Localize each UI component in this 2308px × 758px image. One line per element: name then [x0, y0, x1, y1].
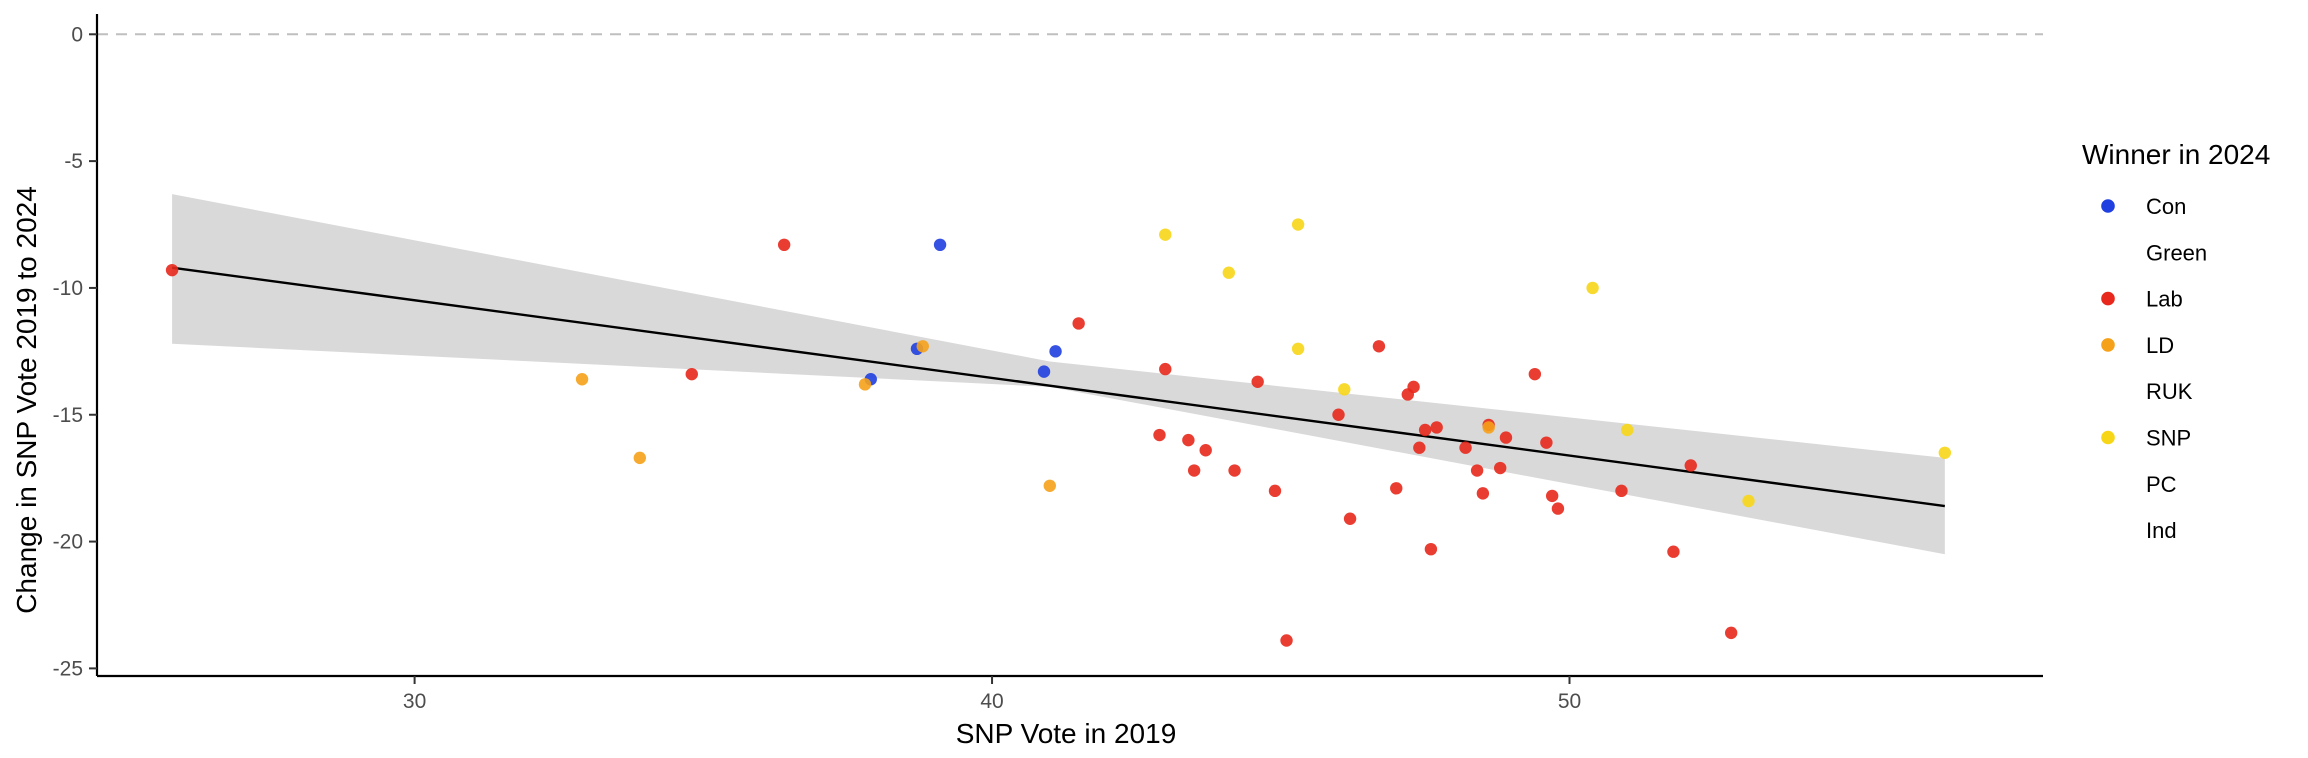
point-lab [1470, 464, 1484, 477]
point-snp [1338, 383, 1351, 396]
y-tick-label: -20 [53, 531, 83, 554]
legend-key-lab [2101, 291, 2115, 306]
point-snp [1742, 494, 1755, 508]
point-snp [1938, 446, 1952, 459]
points-layer [165, 218, 1952, 647]
point-lab [1540, 436, 1553, 449]
point-lab [1424, 542, 1438, 556]
point-snp [1586, 281, 1599, 295]
point-snp [1159, 228, 1172, 241]
axes-layer: 0 -5 -10 -15 -20 -25 30 40 50 [53, 14, 2043, 713]
point-lab [1268, 484, 1282, 498]
point-lab [1251, 375, 1264, 388]
point-snp [1621, 423, 1634, 437]
point-lab [1228, 464, 1241, 477]
legend-key-snp [2101, 430, 2115, 445]
point-lab [1430, 421, 1443, 434]
point-lab [1153, 428, 1166, 442]
point-lab [1280, 634, 1293, 647]
point-lab [685, 367, 698, 381]
point-lab [1684, 459, 1697, 472]
point-lab [1199, 444, 1212, 457]
legend-label-ruk: RUK [2146, 379, 2193, 404]
point-snp [1291, 342, 1305, 356]
legend-label-ind: Ind [2146, 518, 2177, 543]
y-tick-label: -5 [64, 150, 83, 173]
legend-label-snp: SNP [2146, 426, 2191, 451]
point-lab [1528, 367, 1542, 381]
point-lab [1551, 502, 1565, 515]
y-tick-label: -15 [53, 404, 83, 427]
point-lab [1545, 489, 1559, 503]
legend-label-lab: Lab [2146, 287, 2183, 312]
point-lab [1493, 461, 1507, 475]
y-tick-label: -10 [53, 277, 83, 300]
point-lab [1418, 423, 1432, 437]
x-axis-title: SNP Vote in 2019 [956, 718, 1177, 749]
y-tick-label: 0 [71, 23, 83, 46]
x-tick-label: 30 [403, 690, 426, 713]
point-con [933, 238, 947, 252]
point-ld [575, 373, 589, 386]
point-lab [777, 238, 791, 252]
point-con [1037, 365, 1051, 378]
point-snp [1291, 218, 1305, 231]
trend-line-layer [171, 266, 1945, 508]
point-lab [1390, 482, 1403, 495]
point-lab [1615, 484, 1628, 498]
point-lab [1332, 408, 1345, 421]
legend-label-pc: PC [2146, 472, 2177, 497]
point-ld [916, 340, 929, 353]
legend-label-con: Con [2146, 194, 2186, 219]
point-lab [1182, 433, 1195, 447]
legend-title: Winner in 2024 [2082, 139, 2270, 170]
legend-key-ld [2101, 338, 2115, 352]
point-lab [165, 263, 179, 277]
point-lab [1476, 487, 1490, 500]
point-lab [1724, 626, 1738, 640]
point-ld [1043, 479, 1056, 492]
point-lab [1072, 317, 1085, 330]
point-con [1049, 345, 1062, 358]
point-lab [1459, 441, 1472, 454]
point-snp [1222, 266, 1235, 279]
y-tick-label: -25 [53, 657, 83, 680]
x-tick-label: 40 [980, 690, 1003, 713]
x-tick-label: 50 [1558, 690, 1581, 713]
point-ld [1482, 421, 1495, 434]
confidence-band-layer [172, 194, 1945, 555]
confidence-band [172, 194, 1945, 555]
legend: Winner in 2024 Con Green Lab LD RUK SNP PC Ind [2082, 139, 2270, 543]
trend-line [171, 266, 1945, 508]
point-lab [1667, 545, 1680, 558]
point-lab [1413, 441, 1426, 454]
y-axis-title: Change in SNP Vote 2019 to 2024 [11, 186, 42, 614]
legend-key-con [2101, 199, 2115, 213]
point-ld [858, 378, 872, 391]
point-lab [1499, 431, 1513, 444]
point-lab [1187, 464, 1201, 477]
legend-label-ld: LD [2146, 333, 2174, 358]
point-lab [1159, 362, 1172, 376]
point-lab [1343, 512, 1357, 525]
point-ld [633, 451, 647, 465]
point-lab [1372, 340, 1386, 353]
legend-label-green: Green [2146, 240, 2207, 265]
point-lab [1407, 380, 1420, 394]
